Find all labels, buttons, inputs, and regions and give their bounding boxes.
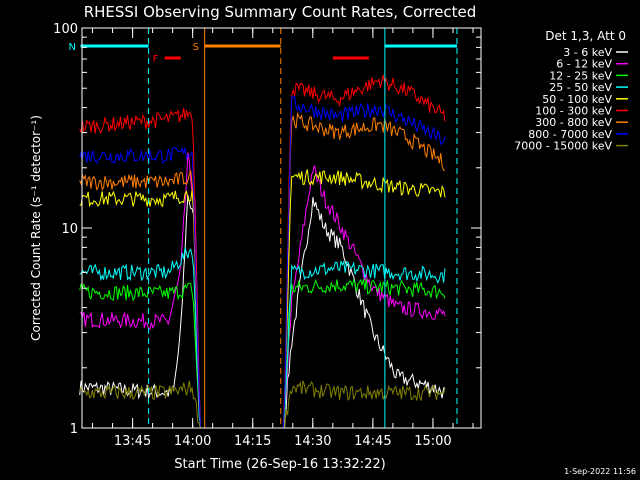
x-tick-label: 14:45 — [354, 434, 391, 449]
y-tick-label: 100 — [53, 22, 78, 37]
legend-entry-label: 50 - 100 keV — [542, 93, 612, 106]
legend-entry-label: 12 - 25 keV — [549, 69, 612, 82]
series-line — [79, 152, 446, 429]
flag-label: F — [153, 54, 159, 65]
plot-area: N F S — [69, 28, 458, 429]
x-tick-label: 14:00 — [174, 434, 211, 449]
x-tick-label: 13:45 — [114, 434, 151, 449]
x-tick-label: 14:30 — [294, 434, 331, 449]
plot-frame — [81, 27, 482, 429]
series-line — [79, 95, 446, 429]
legend-entry-label: 7000 - 15000 keV — [514, 140, 612, 153]
legend-entry-label: 3 - 6 keV — [563, 46, 612, 59]
legend-entry-label: 300 - 800 keV — [535, 116, 612, 129]
series-line — [79, 247, 446, 429]
legend-entry-label: 800 - 7000 keV — [528, 128, 612, 141]
flag-label: N — [69, 42, 76, 53]
x-tick-label: 14:15 — [234, 434, 271, 449]
y-axis: 1 10 100 — [53, 22, 481, 437]
x-axis-label: Start Time (26-Sep-16 13:32:22) — [174, 457, 385, 472]
footer-timestamp: 1-Sep-2022 11:56 — [564, 467, 636, 476]
flag-label: S — [193, 42, 199, 53]
series-line — [79, 195, 446, 429]
legend-title: Det 1,3, Att 0 — [545, 29, 626, 43]
legend-entry-label: 100 - 300 keV — [535, 105, 612, 118]
series-line — [79, 278, 446, 429]
legend-entry-label: 6 - 12 keV — [556, 58, 612, 71]
y-axis-label: Corrected Count Rate (s⁻¹ detector⁻¹) — [29, 115, 43, 341]
series-line — [79, 74, 446, 429]
y-tick-label: 10 — [61, 222, 78, 237]
y-tick-label: 1 — [70, 422, 78, 437]
chart-title: RHESSI Observing Summary Count Rates, Co… — [84, 3, 477, 21]
legend-entry-label: 25 - 50 keV — [549, 81, 612, 94]
x-axis: 13:45 14:00 14:15 14:30 14:45 15:00 — [92, 28, 474, 449]
x-tick-label: 15:00 — [414, 434, 451, 449]
